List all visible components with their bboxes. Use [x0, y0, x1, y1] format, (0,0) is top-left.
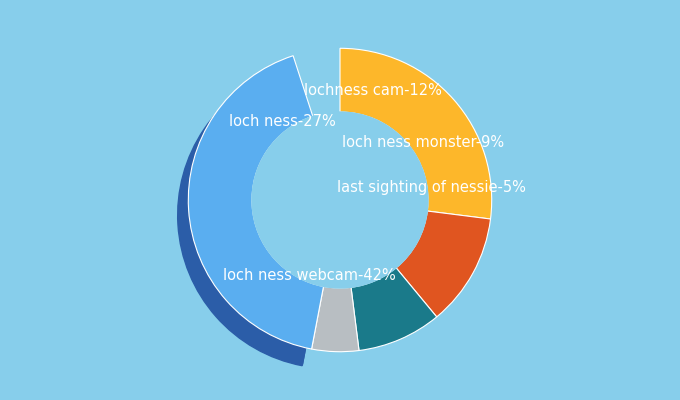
Wedge shape — [396, 211, 490, 317]
Wedge shape — [340, 48, 492, 219]
Wedge shape — [188, 56, 324, 349]
Wedge shape — [177, 70, 316, 366]
Wedge shape — [180, 71, 315, 364]
Wedge shape — [311, 286, 359, 352]
Text: lochness cam-12%: lochness cam-12% — [305, 83, 442, 98]
Text: loch ness webcam-42%: loch ness webcam-42% — [223, 268, 396, 283]
Text: loch ness monster-9%: loch ness monster-9% — [342, 135, 505, 150]
Text: loch ness-27%: loch ness-27% — [229, 114, 336, 129]
Text: last sighting of nessie-5%: last sighting of nessie-5% — [337, 180, 526, 195]
Wedge shape — [351, 268, 437, 350]
Circle shape — [252, 112, 428, 288]
